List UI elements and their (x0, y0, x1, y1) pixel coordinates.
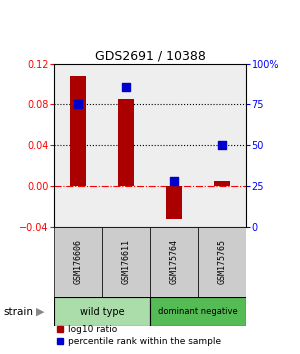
Bar (198, 227, 246, 297)
Bar (150, 227, 198, 297)
Bar (54, 297, 150, 326)
Point (172, 178, 176, 184)
Title: GDS2691 / 10388: GDS2691 / 10388 (94, 50, 206, 63)
Text: GSM176606: GSM176606 (74, 239, 82, 285)
Text: dominant negative: dominant negative (158, 307, 238, 316)
Legend: log10 ratio, percentile rank within the sample: log10 ratio, percentile rank within the … (52, 321, 225, 349)
Point (220, 142, 224, 148)
Point (124, 84, 128, 89)
Bar (214, 181, 230, 186)
Bar (70, 76, 86, 186)
Text: GSM175765: GSM175765 (218, 239, 226, 285)
Point (76, 102, 80, 107)
Text: strain: strain (3, 307, 33, 316)
Text: GSM176611: GSM176611 (122, 239, 130, 285)
Text: GSM175764: GSM175764 (169, 239, 178, 285)
Bar (102, 227, 150, 297)
Bar (54, 227, 102, 297)
Text: wild type: wild type (80, 307, 124, 316)
Bar (150, 297, 246, 326)
Bar (118, 99, 134, 186)
Bar (166, 186, 182, 219)
Text: ▶: ▶ (36, 307, 45, 316)
